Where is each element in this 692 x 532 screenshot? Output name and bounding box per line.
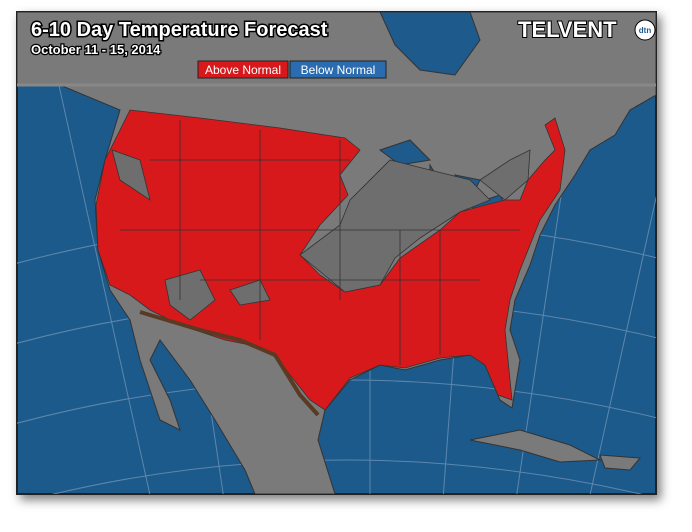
hudson-bay (379, 12, 481, 76)
legend-label: Above Normal (205, 63, 281, 77)
subtitle: October 11 - 15, 2014 (31, 42, 161, 57)
near-normal-patches (111, 149, 531, 321)
title: 6-10 Day Temperature Forecast (31, 19, 328, 41)
legend-swatch (289, 60, 387, 79)
legend-swatch (197, 60, 289, 79)
legend: Above Normal Below Normal (197, 60, 387, 79)
legend-label: Below Normal (301, 63, 376, 77)
border-lines (120, 120, 520, 365)
cuba (469, 429, 642, 471)
mexico-border (139, 310, 320, 417)
logo: TELVENT (518, 17, 617, 42)
logo-badge-bg (634, 19, 656, 41)
logo-badge: dtn (639, 26, 652, 35)
